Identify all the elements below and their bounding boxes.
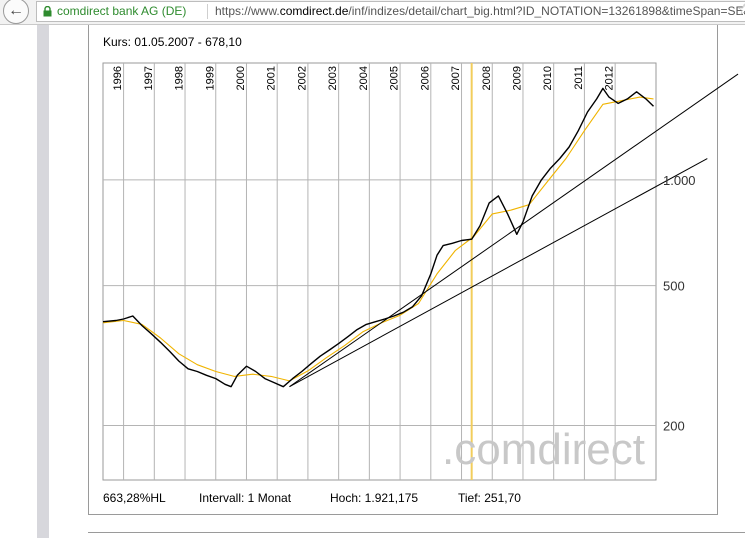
x-tick-label: 1998 <box>174 66 186 90</box>
price-series <box>102 87 654 388</box>
lock-icon <box>43 6 52 17</box>
x-tick-label: 2009 <box>511 66 523 90</box>
url-prefix: https://www. <box>215 4 280 18</box>
y-axis-labels: 200 500 1.000 <box>663 173 696 434</box>
y-gridlines <box>103 179 656 427</box>
interval-label: Intervall: 1 Monat <box>199 491 292 505</box>
y-tick-label: 500 <box>663 279 685 294</box>
y-tick-label: 200 <box>663 419 685 434</box>
address-bar[interactable]: comdirect bank AG (DE) https://www.comdi… <box>36 1 745 22</box>
x-tick-label: 2010 <box>542 66 554 90</box>
browser-toolbar: ← comdirect bank AG (DE) https://www.com… <box>0 0 745 25</box>
x-axis-labels: 1996 1997 1998 1999 2000 2001 2002 2003 2004 2005… <box>112 66 616 90</box>
x-tick-label: 1999 <box>204 66 216 90</box>
x-tick-label: 2000 <box>235 66 247 90</box>
x-tick-label: 1996 <box>112 66 124 90</box>
x-tick-label: 2007 <box>450 66 462 90</box>
url-domain: comdirect.de <box>279 4 349 18</box>
x-tick-label: 2004 <box>358 66 370 90</box>
chart-kurs-label: Kurs: 01.05.2007 - 678,10 <box>103 35 242 49</box>
x-tick-label: 2008 <box>481 66 493 90</box>
page-left-gutter <box>37 25 49 538</box>
x-tick-label: 2011 <box>573 66 585 90</box>
y-tick-label: 1.000 <box>663 173 696 188</box>
bookmark-star-icon[interactable]: ☆ <box>737 2 745 20</box>
performance-label: 663,28%HL <box>103 491 166 505</box>
address-separator <box>207 4 208 19</box>
trend-line <box>289 73 739 388</box>
x-tick-label: 1997 <box>143 66 155 90</box>
back-button[interactable]: ← <box>3 0 29 24</box>
high-label: Hoch: 1.921,175 <box>330 491 419 505</box>
price-line <box>102 87 654 388</box>
x-tick-label: 2002 <box>296 66 308 90</box>
x-tick-label: 2006 <box>419 66 431 90</box>
x-tick-label: 2005 <box>389 66 401 90</box>
comdirect-watermark: .comdirect <box>442 425 645 474</box>
url-text: https://www.comdirect.de/inf/indizes/det… <box>215 2 745 21</box>
x-tick-label: 2003 <box>327 66 339 90</box>
site-identity: comdirect bank AG (DE) <box>57 4 187 18</box>
plot-area-border <box>102 62 657 481</box>
trend-line <box>289 158 708 388</box>
url-path: /inf/indizes/detail/chart_big.html?ID_NO… <box>348 4 745 18</box>
trend-lines <box>289 73 739 388</box>
chart-panel <box>88 25 718 515</box>
x-tick-label: 2001 <box>266 66 278 90</box>
low-label: Tief: 251,70 <box>458 491 521 505</box>
x-tick-label: 2012 <box>604 66 616 90</box>
x-gridlines <box>123 63 616 480</box>
back-arrow-icon: ← <box>8 2 24 19</box>
page-divider <box>88 532 745 533</box>
